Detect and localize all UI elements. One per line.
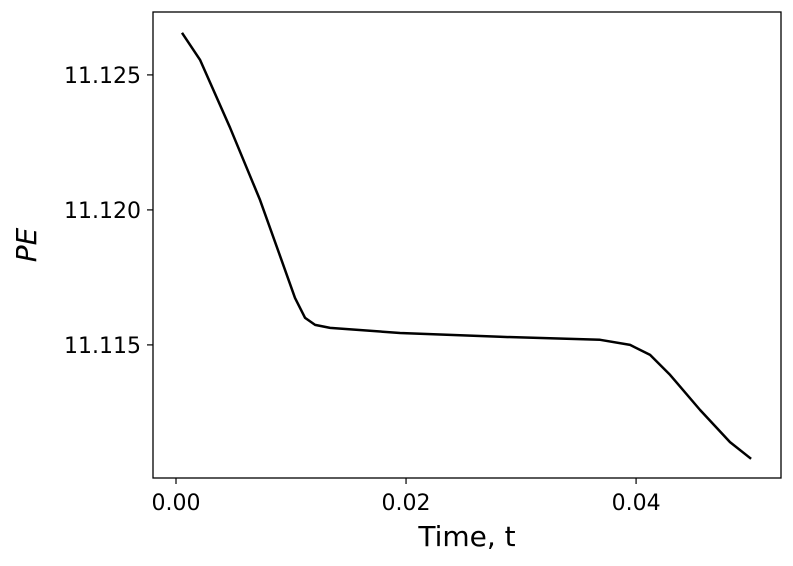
x-tick-label: 0.04	[612, 491, 661, 516]
x-tick-label: 0.02	[382, 491, 431, 516]
y-tick-label: 11.125	[64, 64, 141, 89]
y-axis-label: PE	[10, 227, 43, 262]
x-tick-label: 0.00	[152, 491, 201, 516]
x-axis-label: Time, t	[417, 520, 515, 553]
data-line	[180, 32, 752, 460]
y-tick-label: 11.120	[64, 199, 141, 224]
plot-frame	[152, 11, 782, 479]
y-tick-label: 11.115	[64, 334, 141, 359]
